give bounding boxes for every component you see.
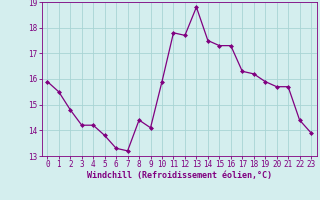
X-axis label: Windchill (Refroidissement éolien,°C): Windchill (Refroidissement éolien,°C) xyxy=(87,171,272,180)
